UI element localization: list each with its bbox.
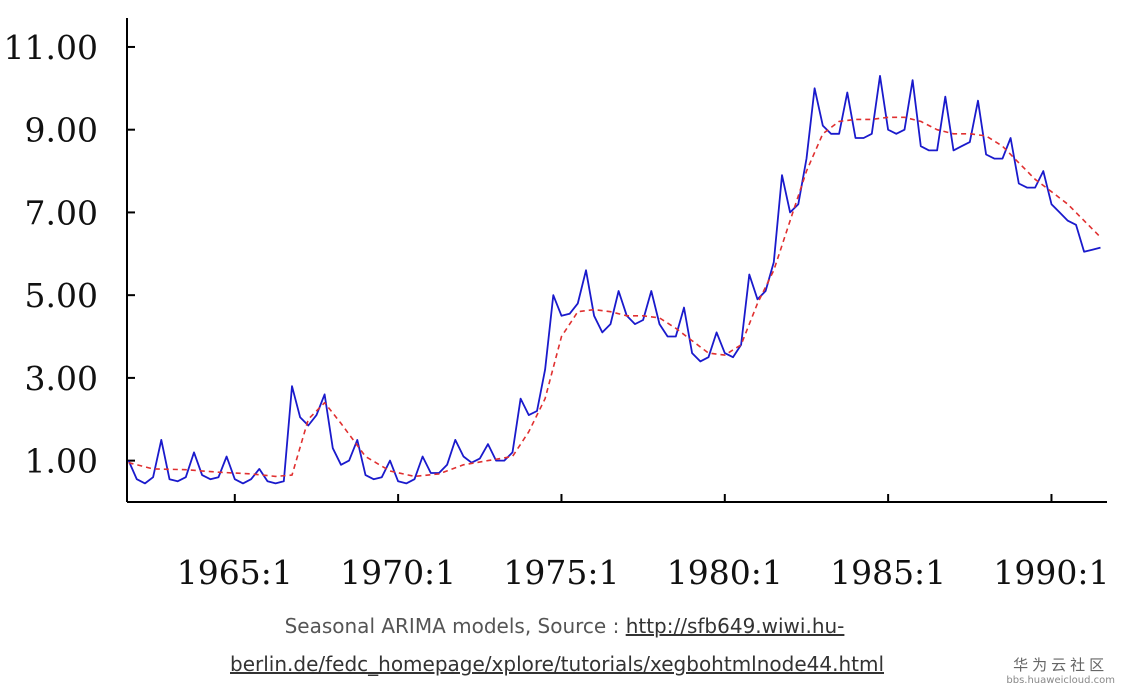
caption-text: Seasonal ARIMA models, Source : bbox=[284, 614, 626, 638]
source-link-part-1[interactable]: http://sfb649.wiwi.hu- bbox=[625, 614, 845, 638]
x-tick-labels: 1965:1 1970:1 1975:1 1980:1 1985:1 1990:1 bbox=[177, 553, 1110, 592]
x-tick-label: 1975:1 bbox=[503, 553, 619, 592]
axes bbox=[126, 18, 1107, 503]
watermark-title: 华为云社区 bbox=[1013, 656, 1109, 674]
series-layer bbox=[127, 75, 1102, 485]
x-tick-label: 1965:1 bbox=[177, 553, 293, 592]
observed-series-line bbox=[127, 75, 1101, 485]
watermark: 华为云社区 bbs.huaweicloud.com bbox=[1006, 654, 1115, 686]
source-link-part-2[interactable]: berlin.de/fedc_homepage/xplore/tutorials… bbox=[230, 652, 885, 676]
y-tick-label: 11.00 bbox=[4, 28, 98, 67]
x-tick-label: 1990:1 bbox=[993, 553, 1109, 592]
y-tick-label: 3.00 bbox=[25, 359, 98, 398]
x-tick-label: 1970:1 bbox=[340, 553, 456, 592]
caption-line-2: berlin.de/fedc_homepage/xplore/tutorials… bbox=[230, 652, 884, 676]
y-tick-label: 9.00 bbox=[25, 111, 98, 150]
y-tick-labels: 1.00 3.00 5.00 7.00 9.00 11.00 bbox=[4, 28, 98, 481]
y-tick-label: 5.00 bbox=[25, 276, 98, 315]
fitted-series-line bbox=[128, 116, 1102, 478]
y-tick-label: 1.00 bbox=[25, 442, 98, 481]
x-tick-label: 1980:1 bbox=[667, 553, 783, 592]
y-tick-label: 7.00 bbox=[25, 193, 98, 232]
x-tick-label: 1985:1 bbox=[830, 553, 946, 592]
caption-line-1: Seasonal ARIMA models, Source : http://s… bbox=[0, 614, 1129, 638]
watermark-url: bbs.huaweicloud.com bbox=[1006, 675, 1115, 686]
